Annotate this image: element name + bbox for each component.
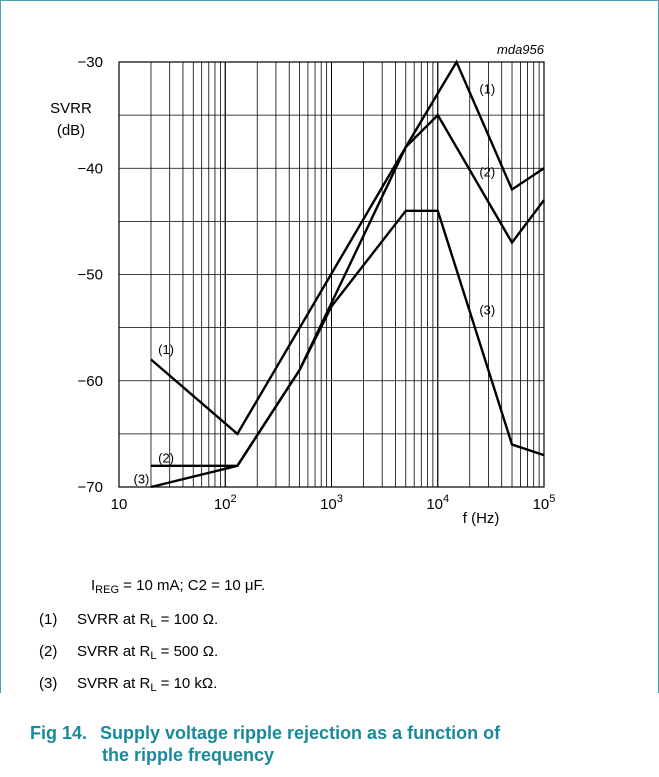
legend-num: (2) [39,643,58,660]
series-label-right: (1) [479,82,495,97]
y-tick-label: −30 [78,54,103,71]
x-tick-label: 105 [533,493,556,513]
y-tick-label: −60 [78,373,103,390]
y-tick-label: −50 [78,267,103,284]
figure-number: Fig 14. [30,723,88,743]
caption-line-1: Supply voltage ripple rejection as a fun… [100,723,501,743]
x-axis-label: f (Hz) [463,510,500,527]
y-axis-label: SVRR [50,100,92,117]
legend-num: (1) [39,611,58,628]
series-label-left: (2) [158,450,174,465]
figure-id: mda956 [497,42,545,57]
x-tick-label: 104 [426,493,449,513]
series-label-right: (3) [479,303,495,318]
conditions-text: IREG = 10 mA; C2 = 10 μF. [91,577,266,596]
series-label-left: (3) [133,472,149,487]
legend-num: (3) [39,675,58,692]
figure-caption: Fig 14. Supply voltage ripple rejection a… [30,722,640,766]
chart-grid [118,61,545,488]
y-tick-label: −70 [78,479,103,496]
caption-band [0,693,659,777]
svrr-chart: −30 −40 −50 −60 −70 10 102 103 104 105 SVRR (dB) f (… [50,42,555,527]
series-label-right: (2) [479,164,495,179]
plot-frame [118,61,545,488]
chart-series [150,59,545,489]
figure-panel: −30 −40 −50 −60 −70 10 102 103 104 105 SVRR (dB) f (… [1,1,658,694]
caption-line-2: the ripple frequency [102,745,275,765]
chart-axes [118,61,545,488]
y-tick-label: −40 [78,160,103,177]
legend-item-2: (2) SVRR at RL = 500 Ω. [39,643,219,662]
chart-labels: −30 −40 −50 −60 −70 10 102 103 104 105 SVRR (dB) f (… [50,42,555,527]
series-line-3 [150,209,545,489]
series-line-1 [150,59,545,436]
x-tick-label: 102 [214,493,237,513]
series-label-left: (1) [158,342,174,357]
legend-item-1: (1) SVRR at RL = 100 Ω. [39,611,219,630]
x-tick-label: 10 [111,496,128,513]
legend-item-3: (3) SVRR at RL = 10 kΩ. [39,675,218,694]
y-axis-unit: (dB) [57,122,85,139]
x-tick-label: 103 [320,493,343,513]
